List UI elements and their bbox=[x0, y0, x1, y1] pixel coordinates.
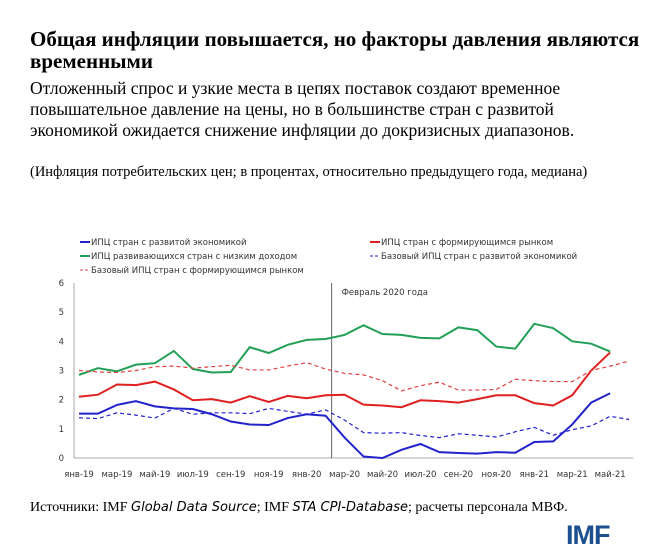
y-tick-label: 6 bbox=[59, 279, 64, 289]
y-tick-label: 1 bbox=[59, 425, 64, 435]
source-prefix: Источники: IMF bbox=[30, 500, 132, 515]
x-tick-label: янв-19 bbox=[64, 470, 94, 480]
annotation-label: Февраль 2020 года bbox=[342, 288, 428, 298]
source-2: STA CPI-Database bbox=[292, 500, 409, 515]
x-tick-label: ноя-20 bbox=[481, 470, 511, 480]
x-tick-label: июл-20 bbox=[404, 470, 436, 480]
x-tick-label: янв-21 bbox=[519, 470, 549, 480]
legend-label: Базовый ИПЦ стран с формирующимся рынком bbox=[91, 266, 304, 276]
x-tick-label: мар-21 bbox=[557, 470, 588, 480]
y-tick-label: 0 bbox=[59, 454, 64, 464]
series-line bbox=[78, 322, 611, 376]
chart-title: Общая инфляции повышается, но факторы да… bbox=[30, 27, 640, 73]
x-tick-label: май-20 bbox=[367, 470, 398, 480]
chart-subtitle: Отложенный спрос и узкие места в цепях п… bbox=[30, 78, 575, 140]
x-tick-label: ноя-19 bbox=[254, 470, 284, 480]
source-suffix: ; расчеты персонала МВФ. bbox=[408, 500, 568, 515]
x-tick-label: мар-20 bbox=[329, 470, 360, 480]
series-line bbox=[78, 407, 630, 439]
chart-note: (Инфляция потребительских цен; в процент… bbox=[30, 164, 588, 180]
legend-label: Базовый ИПЦ стран с развитой экономикой bbox=[381, 252, 577, 262]
y-tick-label: 3 bbox=[59, 367, 64, 377]
legend-label: ИПЦ стран с развитой экономикой bbox=[91, 238, 247, 248]
series-line bbox=[78, 351, 611, 409]
y-tick-label: 2 bbox=[59, 396, 64, 406]
source-1: Global Data Source bbox=[131, 500, 257, 515]
x-tick-label: июл-19 bbox=[177, 470, 209, 480]
legend-label: ИПЦ развивающихся стран с низким доходом bbox=[91, 252, 297, 262]
imf-logo: IMF bbox=[566, 520, 610, 550]
series-line bbox=[79, 392, 611, 460]
x-tick-label: сен-20 bbox=[444, 470, 473, 480]
legend-label: ИПЦ стран с формирующимся рынком bbox=[381, 238, 553, 248]
source-note: Источники: IMF Global Data Source; IMF S… bbox=[30, 500, 568, 516]
y-tick-label: 4 bbox=[59, 337, 64, 347]
x-tick-label: мар-19 bbox=[101, 470, 132, 480]
x-tick-label: май-19 bbox=[139, 470, 170, 480]
x-tick-label: май-21 bbox=[595, 470, 626, 480]
y-tick-label: 5 bbox=[59, 308, 64, 318]
x-tick-label: янв-20 bbox=[292, 470, 322, 480]
line-chart: 0 1 2 3 4 5 6 янв-19 мар-19 май-19 июл-19 сен-19 ноя… bbox=[59, 238, 634, 480]
x-tick-label: сен-19 bbox=[216, 470, 245, 480]
source-mid: ; IMF bbox=[256, 500, 293, 515]
series-line bbox=[78, 360, 630, 392]
